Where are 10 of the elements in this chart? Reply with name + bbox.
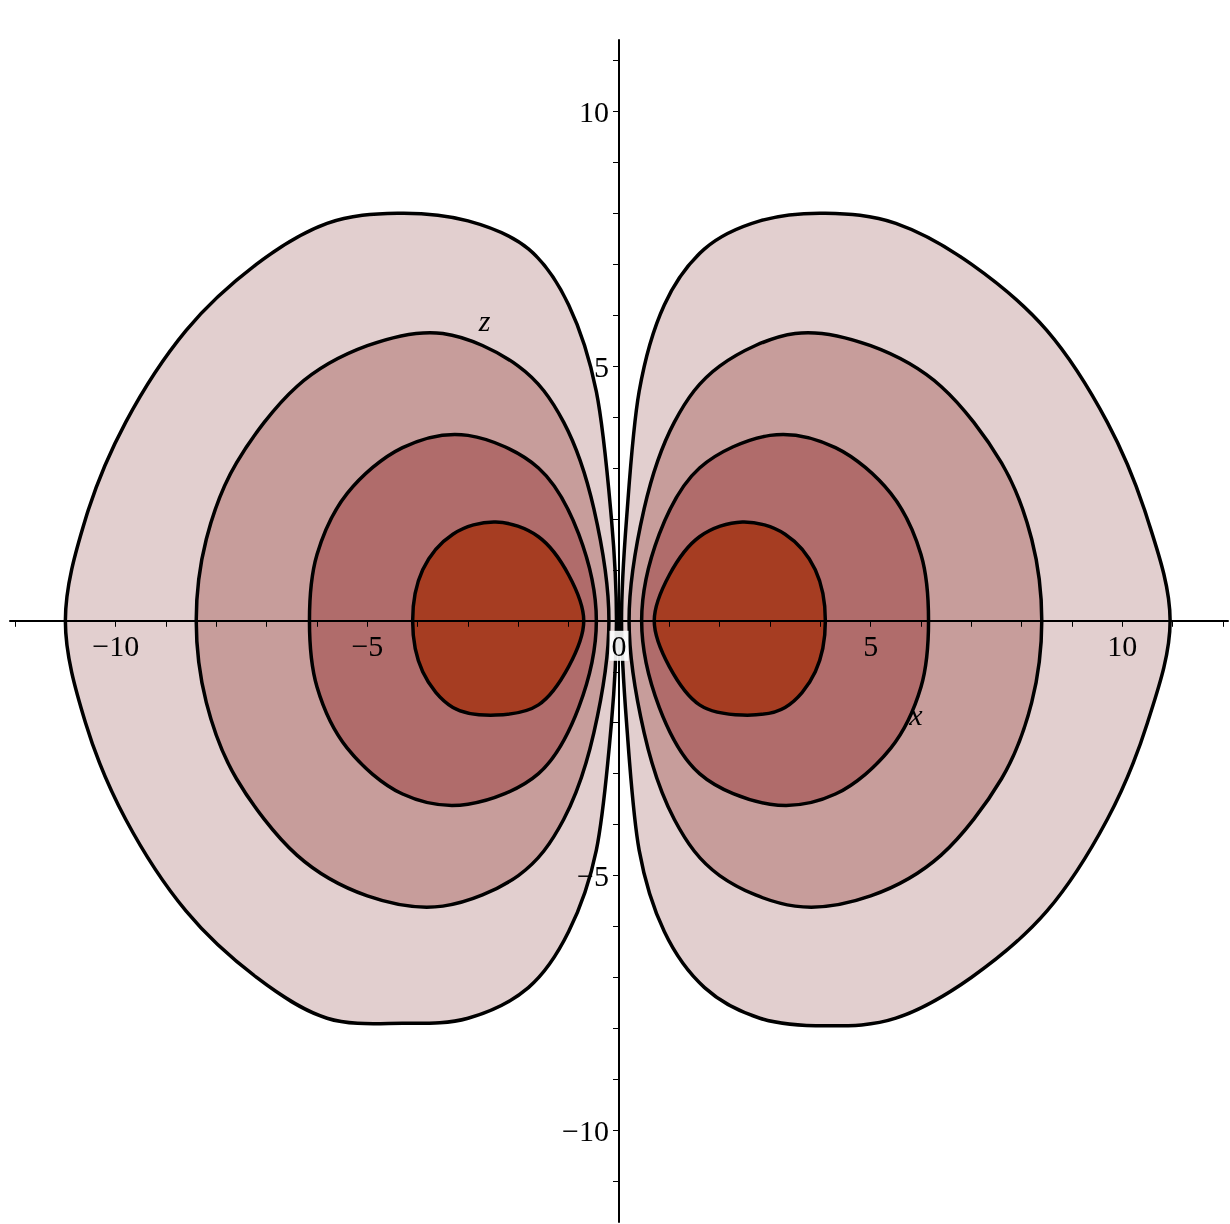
x-axis-title: x <box>908 698 924 732</box>
y-axis-title: z <box>477 303 491 337</box>
x-tick-label: 5 <box>863 629 879 663</box>
x-tick-label: −10 <box>92 629 140 663</box>
x-tick-label: 10 <box>1107 629 1138 663</box>
y-tick-label: 5 <box>594 349 609 383</box>
y-tick-label: −10 <box>562 1113 609 1147</box>
x-tick-label: −5 <box>351 629 384 663</box>
y-tick-label: 10 <box>579 94 609 128</box>
x-tick-label: 0 <box>611 629 627 663</box>
